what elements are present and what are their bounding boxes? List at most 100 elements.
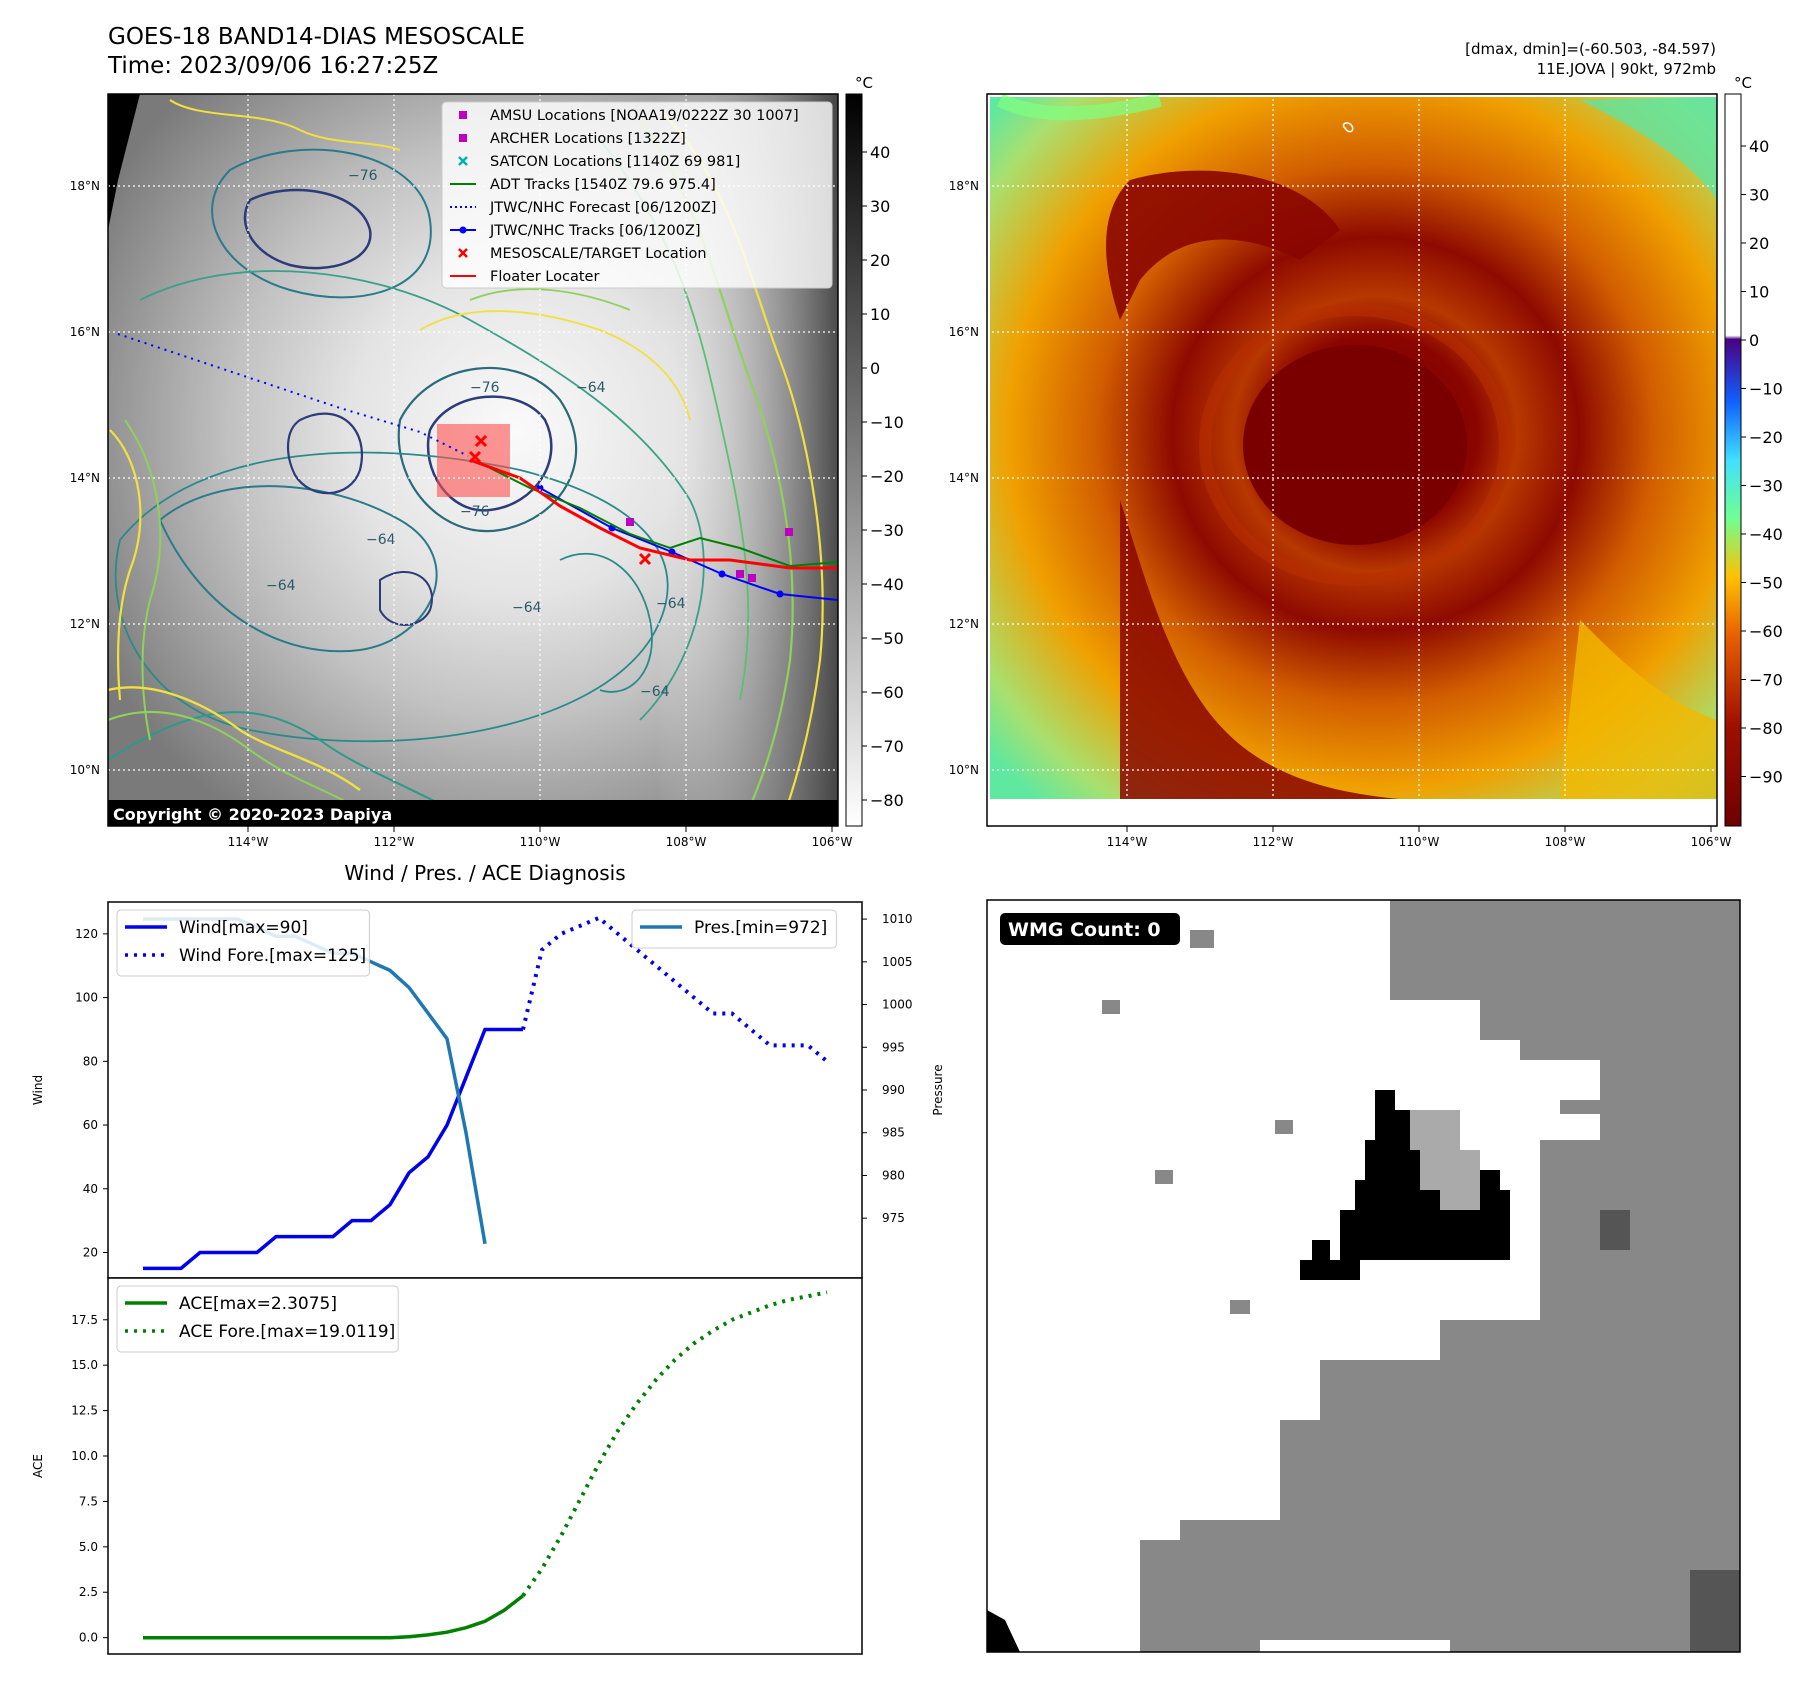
jtwc-track [539,487,838,601]
colorbar-right-tick-label: −80 [1749,719,1783,738]
lat-tick-label: 18°N [70,179,100,193]
figure-time: Time: 2023/09/06 16:27:25Z [107,53,438,79]
y-tick-label: 120 [75,927,98,941]
colorbar-right: °C 40 30 20 10 0 −10 −20 −30 −40 −50 −60 −70 −80 −90 [1724,74,1783,827]
chart-legend: Pres.[min=972] [631,909,837,949]
chart-legend-label: Wind Fore.[max=125] [179,946,366,966]
lat-tick-label: 16°N [949,325,979,339]
colorbar-right-tick-label: 40 [1749,137,1769,156]
lon-tick-label: 114°W [228,835,269,849]
contour-label: −64 [266,578,296,594]
y-tick-label: 2.5 [79,1585,98,1599]
y-tick-label: 100 [75,991,98,1005]
y-right-tick-label: 975 [882,1211,905,1225]
series-line [143,1027,523,1271]
contour-label: −64 [366,532,396,548]
colorbar-right-tick-label: 30 [1749,186,1769,205]
colorbar-right-tick-label: −60 [1749,622,1783,641]
series-line [521,915,829,1063]
lon-tick-label: 112°W [1253,835,1294,849]
lon-tick-label: 108°W [666,835,707,849]
colorbar-left-tick-label: −70 [870,737,904,756]
lat-tick-label: 10°N [70,763,100,777]
y-right-axis-label: Pressure [931,1064,945,1115]
colorbar-right-unit: °C [1734,74,1752,92]
colorbar-left-tick-label: −30 [870,521,904,540]
amsu-points [626,518,793,582]
colorbar-left-tick-label: 30 [870,197,890,216]
legend-dot [459,226,467,234]
legend-label: Floater Locater [490,269,599,285]
storm-tracks [117,333,838,601]
colorbar-right-tick-label: 10 [1749,283,1769,302]
y-tick-label: 60 [83,1118,98,1132]
colorbar-left-tick-label: 10 [870,305,890,324]
contour-label: −76 [470,380,500,396]
wmg-frame [986,899,1741,1653]
contour-label: −64 [512,600,542,616]
colorbar-left-tick-label: −10 [870,413,904,432]
colorbar-left-unit: °C [855,74,873,92]
y-tick-label: 20 [83,1246,98,1260]
legend-item: JTWC/NHC Tracks [06/1200Z] [450,223,701,239]
map-gridlines-right [987,94,1717,826]
legend-x-marker [458,248,468,258]
wmg-panel: WMG Count: 0 [986,899,1741,1653]
y-right-tick-label: 990 [882,1083,905,1097]
legend-item: ADT Tracks [1540Z 79.6 975.4] [450,177,716,193]
y-tick-label: 17.5 [71,1313,98,1327]
chart-legend-label: ACE Fore.[max=19.0119] [179,1322,395,1342]
y-right-tick-label: 980 [882,1168,905,1182]
lon-tick-label: 106°W [1691,835,1732,849]
y-right-tick-label: 985 [882,1126,905,1140]
y-right-tick-label: 1000 [882,998,913,1012]
wmg-count-badge [1000,913,1180,945]
map-legend: AMSU Locations [NOAA19/0222Z 30 1007] ARC… [441,101,833,289]
colorbar-left-tick-label: 0 [870,359,880,378]
y-tick-label: 5.0 [79,1540,98,1554]
diagnosis-title: Wind / Pres. / ACE Diagnosis [344,861,625,885]
legend-square-marker [459,134,467,142]
legend-label: SATCON Locations [1140Z 69 981] [490,154,740,170]
legend-label: AMSU Locations [NOAA19/0222Z 30 1007] [490,108,799,124]
colorbar-left-tick-label: −60 [870,683,904,702]
lat-tick-label: 14°N [70,471,100,485]
chart-legend-label: ACE[max=2.3075] [179,1294,337,1314]
target-marks [468,434,652,566]
contour-label: −76 [348,168,378,184]
colorbar-right-tick-label: −50 [1749,574,1783,593]
lon-tick-label: 106°W [812,835,853,849]
lon-tick-label: 110°W [520,835,561,849]
legend-item: SATCON Locations [1140Z 69 981] [458,154,740,170]
colorbar-left-tick-label: 40 [870,143,890,162]
series-line [143,1594,525,1640]
lat-tick-label: 18°N [949,179,979,193]
colorbar-left-tick-label: −80 [870,791,904,810]
floater-track [469,458,838,570]
y-right-tick-label: 995 [882,1040,905,1054]
legend-square-marker [459,111,467,119]
colorbar-right-tick-label: 20 [1749,234,1769,253]
colorbar-right-tick-label: −90 [1749,768,1783,787]
y-right-tick-label: 1005 [882,955,913,969]
copyright-bar [108,800,838,826]
legend-label: JTWC/NHC Forecast [06/1200Z] [489,200,716,216]
wmg-count-label: WMG Count: 0 [1008,919,1161,941]
ir-color-frame [986,93,1718,827]
y-tick-label: 10.0 [71,1449,98,1463]
y-tick-label: 80 [83,1054,98,1068]
lat-tick-label: 16°N [70,325,100,339]
contour-label: −64 [640,684,670,700]
contour-label: −64 [656,596,686,612]
y-tick-label: 0.0 [79,1631,98,1645]
contour-label: −76 [460,504,490,520]
y-axis-label: Wind [31,1075,45,1105]
ace-chart: 0.0 2.5 5.0 7.5 10.0 12.5 15.0 17.5 ACE ACE[max=2… [31,1277,863,1655]
y-tick-label: 12.5 [71,1404,98,1418]
lon-tick-label: 112°W [374,835,415,849]
legend-label: MESOSCALE/TARGET Location [490,246,707,262]
lat-tick-label: 14°N [949,471,979,485]
y-tick-label: 15.0 [71,1358,98,1372]
lon-tick-label: 108°W [1545,835,1586,849]
